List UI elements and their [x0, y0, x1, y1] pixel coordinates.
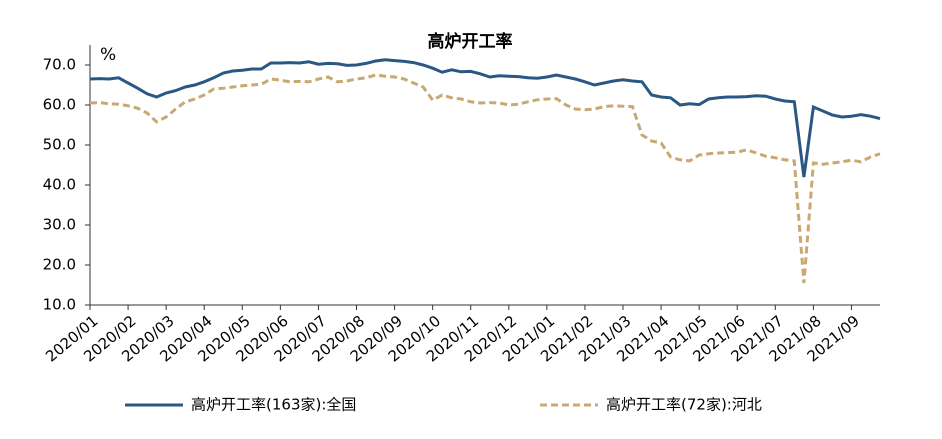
y-tick-label: 20.0: [43, 256, 76, 274]
y-tick-label: 50.0: [43, 136, 76, 154]
y-tick-label: 70.0: [43, 56, 76, 74]
series-line: [89, 58, 881, 178]
y-unit: %: [100, 45, 116, 65]
y-tick-label: 60.0: [43, 96, 76, 114]
y-tick-label: 10.0: [43, 296, 76, 314]
chart-title: 高炉开工率: [428, 31, 513, 52]
series-line: [89, 73, 881, 284]
legend-label: 高炉开工率(72家):河北: [606, 396, 762, 414]
y-tick-label: 40.0: [43, 176, 76, 194]
y-tick-label: 30.0: [43, 216, 76, 234]
legend-label: 高炉开工率(163家):全国: [191, 396, 356, 414]
